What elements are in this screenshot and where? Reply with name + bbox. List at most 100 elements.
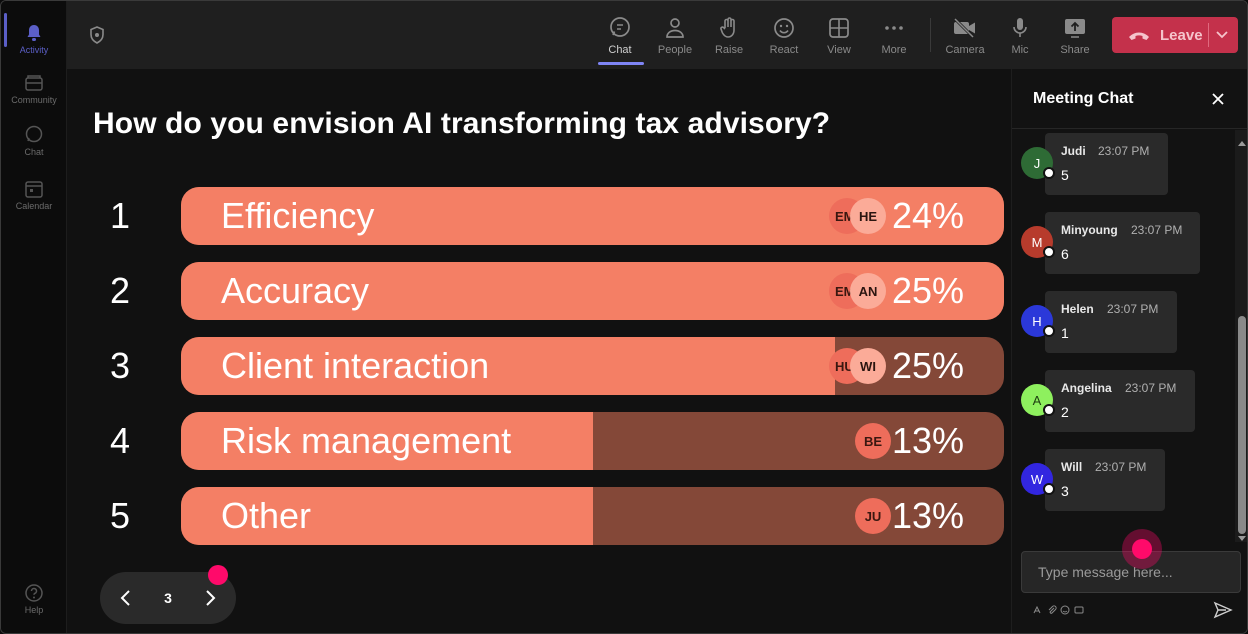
raise-hand-icon [716,15,742,41]
scroll-up-icon[interactable] [1238,134,1246,146]
toolbar-label: Camera [945,43,985,56]
app-rail: Activity Community Chat Calendar Help [1,1,67,633]
react-icon [771,15,797,41]
result-bar-fill [181,412,593,470]
toolbar-share-button[interactable]: Share [1049,9,1101,61]
option-number: 1 [109,195,131,236]
active-tab-indicator [598,62,644,65]
message-bubble: Will 23:07 PM 3 [1045,449,1165,511]
toolbar-label: Share [1060,43,1090,56]
result-bar: Efficiency EM HE 24% [181,187,1004,245]
toolbar-label: View [827,43,851,56]
chat-scrollbar[interactable] [1235,130,1247,542]
chat-message: Angelina 23:07 PM 2 A [1012,370,1234,434]
result-bar: Client interaction HU WI 25% [181,337,1004,395]
toolbar-label: Chat [608,43,632,56]
attach-icon[interactable] [1047,605,1057,615]
emoji-icon[interactable] [1060,605,1070,615]
sender-name: Angelina [1061,381,1112,395]
option-percent: 13% [891,495,964,536]
chat-messages-list: Judi 23:07 PM 5 J Minyoung 23:07 PM 6 M Helen 23:… [1012,130,1234,542]
camera-off-icon [952,15,978,41]
chat-icon [607,15,633,41]
toolbar-more-button[interactable]: More [868,9,920,61]
toolbar-camera-button[interactable]: Camera [939,9,991,61]
shield-icon[interactable] [87,25,107,45]
presence-status [1043,404,1055,416]
voter-avatar: BE [855,423,891,459]
click-indicator [1132,539,1152,559]
mic-icon [1007,15,1033,41]
message-time: 23:07 PM [1125,381,1177,395]
rail-label: Community [11,95,57,105]
toolbar-label: Raise [714,43,744,56]
rail-item-community[interactable]: Community [1,63,67,115]
presence-status [1043,325,1055,337]
click-indicator [208,565,228,585]
chat-icon [23,125,45,145]
message-input[interactable] [1022,552,1240,592]
result-bar-fill [181,487,593,545]
rail-item-chat[interactable]: Chat [1,115,67,167]
rail-item-calendar[interactable]: Calendar [1,169,67,221]
people-icon [662,15,688,41]
chat-message: Judi 23:07 PM 5 J [1012,133,1234,197]
toolbar-label: More [881,43,907,56]
message-time: 23:07 PM [1131,223,1183,237]
toolbar-mic-button[interactable]: Mic [994,9,1046,61]
message-bubble: Judi 23:07 PM 5 [1045,133,1168,195]
rail-active-indicator [4,13,7,47]
close-icon[interactable] [1210,91,1226,107]
poll-option-row: 2 Accuracy EM AN 25% [67,262,1011,320]
poll-option-row: 1 Efficiency EM HE 24% [67,187,1011,245]
voter-avatar: JU [855,498,891,534]
option-number: 5 [109,495,131,536]
voter-avatar: HE [850,198,886,234]
toolbar-label: React [769,43,799,56]
sender-name: Will [1061,460,1083,474]
rail-label: Activity [19,45,49,55]
scroll-down-icon[interactable] [1238,530,1246,541]
gif-icon[interactable] [1074,605,1084,615]
scrollbar-thumb[interactable] [1238,316,1246,534]
calendar-icon [23,179,45,199]
presence-status [1043,483,1055,495]
toolbar-raise-button[interactable]: Raise [703,9,755,61]
message-text: 3 [1061,483,1069,499]
poll-results-stage: How do you envision AI transforming tax … [67,69,1011,633]
chevron-left-icon[interactable] [116,588,136,608]
option-number: 3 [109,345,131,386]
view-icon [826,15,852,41]
toolbar-chat-button[interactable]: Chat [594,9,646,61]
meeting-toolbar: Chat People Raise React View [67,1,1247,69]
leave-divider [1208,23,1209,47]
send-icon[interactable] [1213,600,1233,620]
option-label: Accuracy [221,270,370,311]
option-label: Client interaction [221,345,490,386]
leave-button[interactable]: Leave [1112,17,1238,53]
result-bar-fill [181,337,835,395]
sender-name: Minyoung [1061,223,1118,237]
format-icon[interactable] [1032,605,1042,615]
toolbar-view-button[interactable]: View [813,9,865,61]
message-text: 5 [1061,167,1069,183]
bell-icon [23,23,45,43]
more-icon [881,15,907,41]
presence-status [1043,246,1055,258]
rail-label: Help [24,605,44,615]
rail-item-help[interactable]: Help [1,573,67,625]
chevron-down-icon[interactable] [1213,27,1231,43]
page-number: 3 [164,590,172,606]
toolbar-people-button[interactable]: People [649,9,701,61]
option-percent: 13% [891,420,964,461]
result-bar: Other JU 13% [181,487,1004,545]
message-bubble: Angelina 23:07 PM 2 [1045,370,1195,432]
chat-title: Meeting Chat [1033,90,1134,107]
rail-item-activity[interactable]: Activity [1,13,67,65]
chevron-right-icon[interactable] [200,588,220,608]
poll-option-row: 4 Risk management BE 13% [67,412,1011,470]
option-percent: 25% [891,270,964,311]
hang-up-icon [1124,28,1154,42]
toolbar-react-button[interactable]: React [758,9,810,61]
